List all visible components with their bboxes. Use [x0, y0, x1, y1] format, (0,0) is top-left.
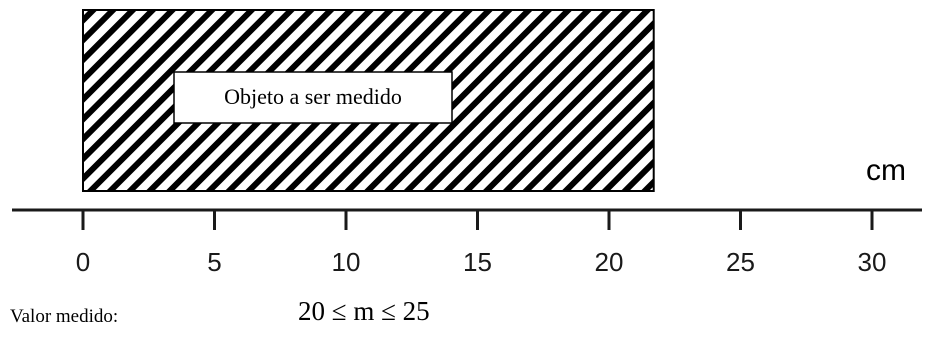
ruler-tick-label-20: 20	[595, 247, 624, 277]
object-label-box	[173, 71, 453, 124]
ruler-unit-label: cm	[866, 154, 906, 187]
measured-value: 20 ≤ m ≤ 25	[298, 296, 430, 326]
ruler-tick-label-0: 0	[76, 247, 90, 277]
ruler-tick-label-5: 5	[207, 247, 221, 277]
ruler-tick-label-10: 10	[332, 247, 361, 277]
object-label: Objeto a ser medido	[224, 84, 402, 109]
ruler-tick-label-25: 25	[726, 247, 755, 277]
ruler-tick-label-30: 30	[858, 247, 887, 277]
measured-value-label: Valor medido:	[10, 306, 119, 327]
ruler-ticks: 0 5 10 15 20 25 30	[76, 210, 887, 277]
ruler-tick-label-15: 15	[463, 247, 492, 277]
